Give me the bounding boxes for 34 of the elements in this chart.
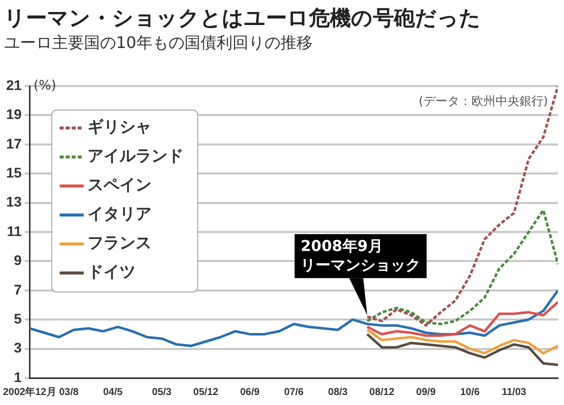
y-tick-label: 3 [14, 340, 22, 356]
x-tick-label: 08/12 [369, 386, 395, 398]
x-tick-label: 04/5 [103, 386, 124, 398]
y-tick-label: 17 [6, 135, 22, 152]
legend-label: フランス [88, 233, 152, 252]
y-tick-label: 11 [6, 222, 22, 239]
legend-label: イタリア [88, 204, 152, 224]
y-tick-label: 21 [6, 76, 22, 93]
x-tick-label: 05/12 [193, 386, 219, 398]
x-tick-label: 2002年12月 [2, 386, 56, 398]
x-tick-label: 09/9 [416, 386, 436, 398]
y-tick-label: 1 [14, 368, 22, 385]
y-axis-title: (%) [34, 78, 56, 94]
y-tick-label: 5 [14, 310, 22, 326]
annotation: 2008年9月リーマンショック [300, 237, 421, 274]
chart-title: リーマン・ショックとはユーロ危機の号砲だった [4, 5, 481, 32]
legend-label: ドイツ [88, 262, 136, 282]
legend-label: アイルランド [88, 146, 184, 166]
x-tick-label: 06/9 [240, 386, 260, 398]
x-tick-label: 03/8 [59, 386, 79, 398]
x-tick-label: 08/3 [328, 386, 348, 398]
y-tick-label: 15 [6, 164, 22, 180]
y-tick-label: 19 [6, 106, 22, 122]
chart-subtitle: ユーロ主要国の10年もの国債利回りの推移 [4, 33, 312, 54]
y-tick-label: 13 [6, 194, 22, 210]
y-tick-label: 7 [14, 281, 22, 298]
annotation: (データ：欧州中央銀行) [418, 94, 548, 108]
x-tick-label: 05/3 [152, 386, 172, 398]
legend-label: スペイン [88, 175, 152, 194]
y-tick-label: 9 [14, 252, 22, 268]
x-tick-label: 10/6 [460, 386, 480, 398]
x-tick-label: 07/6 [284, 386, 304, 398]
legend-label: ギリシャ [88, 117, 152, 136]
x-tick-label: 11/03 [502, 386, 527, 398]
